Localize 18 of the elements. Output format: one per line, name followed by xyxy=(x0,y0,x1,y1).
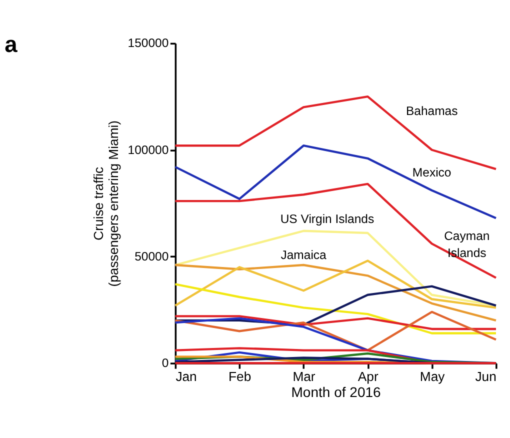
x-axis-title: Month of 2016 xyxy=(291,384,382,400)
x-tick-label: Jan xyxy=(176,369,197,384)
series-label: Cayman Islands xyxy=(444,229,490,260)
x-tick-label: Apr xyxy=(358,369,379,384)
x-tick-label: May xyxy=(420,369,446,384)
y-axis-title: Cruise traffic (passengers entering Miami) xyxy=(91,120,122,287)
y-tick-label: 0 xyxy=(162,356,169,370)
y-tick-label: 100000 xyxy=(128,142,169,157)
x-tick-label: Mar xyxy=(292,369,316,384)
chart-title: a xyxy=(4,31,18,58)
series-label: Bahamas xyxy=(406,104,458,118)
y-tick-label: 150000 xyxy=(128,36,169,50)
series-label: US Virgin Islands xyxy=(280,212,374,226)
series-label: Jamaica xyxy=(280,248,327,262)
x-tick-label: Feb xyxy=(228,369,252,384)
y-tick-label: 50000 xyxy=(134,249,169,264)
series-label: Mexico xyxy=(412,165,452,180)
x-tick-label: Jun xyxy=(475,369,496,384)
